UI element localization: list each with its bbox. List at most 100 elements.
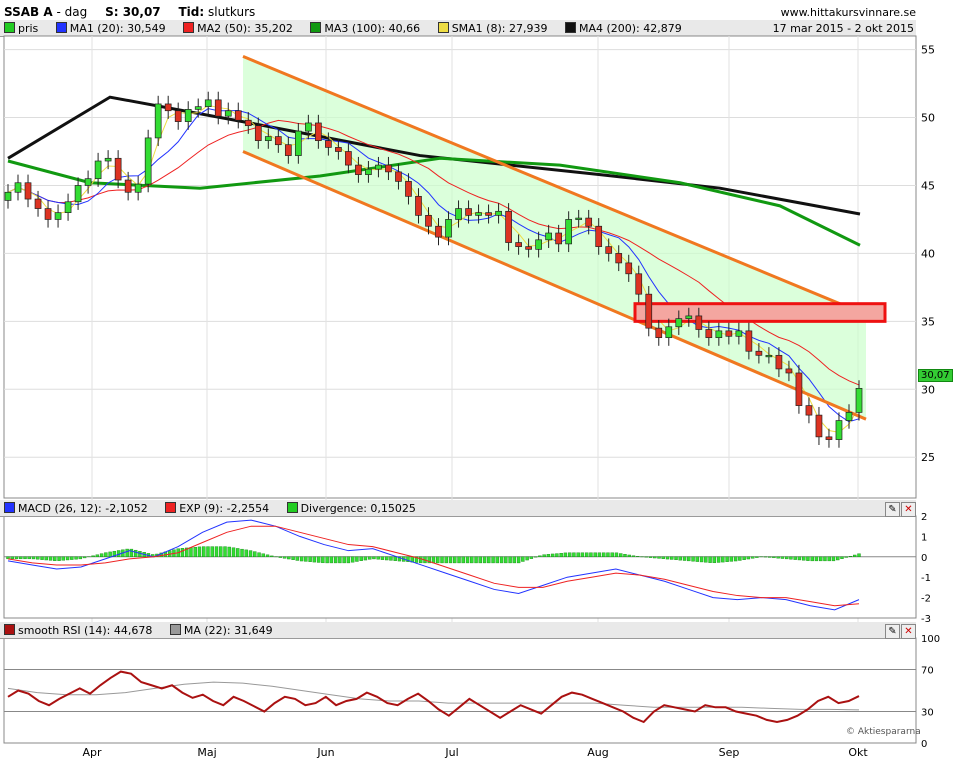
legend-swatch (55, 22, 67, 33)
macd-divergence-bar (244, 549, 248, 558)
macd-divergence-bar (780, 556, 785, 559)
rsi-close-icon[interactable]: ✕ (901, 624, 916, 639)
macd-divergence-bar (810, 556, 814, 562)
macd-divergence-bar (78, 556, 83, 560)
candle-body (264, 136, 272, 141)
legend-swatch (437, 22, 449, 33)
macd-divergence-bar (657, 556, 661, 559)
macd-divergence-bar (806, 556, 810, 561)
candle-body (164, 103, 172, 112)
macd-line (7, 519, 860, 611)
macd-divergence-bar (372, 556, 376, 560)
macd-divergence-bar (593, 552, 597, 557)
candle-body (475, 212, 482, 216)
channel-lower-line (242, 150, 867, 421)
macd-divergence-bar (295, 556, 300, 561)
macd-divergence-bar (823, 556, 827, 562)
macd-divergence-bar (278, 556, 283, 558)
rsi-y-tick: 100 (921, 634, 940, 645)
macd-divergence-bar (584, 552, 589, 557)
candle-body (114, 157, 122, 181)
macd-divergence-bar (193, 547, 197, 557)
x-tick-label: Aug (587, 746, 608, 759)
macd-divergence-bar (725, 556, 729, 562)
macd-divergence-bar (350, 556, 355, 563)
resistance-zone (633, 302, 887, 323)
macd-divergence-bar (687, 556, 691, 562)
macd-divergence-bar (482, 556, 487, 564)
rsi-settings-icon[interactable]: ✎ (885, 624, 900, 639)
macd-divergence-bar (504, 556, 508, 564)
macd-close-icon[interactable]: ✕ (901, 502, 916, 517)
macd-divergence-bar (499, 556, 504, 564)
candle-body (44, 208, 52, 220)
rsi-plot-frame (3, 637, 917, 744)
price-y-tick: 55 (921, 44, 935, 57)
candle-body (445, 219, 452, 238)
macd-divergence-bar (129, 548, 134, 557)
candle-body (104, 157, 112, 162)
candle-body (214, 99, 222, 117)
date-range: 17 mar 2015 - 2 okt 2015 (772, 22, 914, 35)
rsi-y-tick: 70 (921, 666, 934, 677)
macd-divergence-bar (65, 556, 70, 561)
macd-divergence-bar (712, 556, 717, 564)
macd-divergence-bar (376, 556, 380, 560)
candle-body (305, 122, 312, 132)
x-tick-label: Jul (444, 746, 458, 759)
legend-item: EXP (9): -2,2554 (165, 502, 269, 515)
macd-divergence-bar (14, 556, 19, 560)
candle-body (24, 182, 32, 200)
candle-body (835, 420, 843, 440)
macd-divergence-bar (831, 556, 836, 562)
candle-body (14, 182, 22, 193)
macd-divergence-bar (431, 556, 436, 564)
macd-divergence-bar (525, 556, 529, 561)
macd-divergence-bar (270, 555, 274, 558)
macd-divergence-bar (491, 556, 495, 564)
period: dag (64, 5, 88, 19)
macd-divergence-bar (61, 556, 66, 561)
candle-body (575, 217, 583, 220)
x-tick-label: Okt (848, 746, 868, 759)
candle-body (805, 405, 813, 416)
macd-divergence-bar (678, 556, 682, 561)
candle-body (485, 212, 492, 216)
macd-divergence-bar (538, 555, 542, 558)
macd-divergence-bar (27, 556, 31, 560)
macd-divergence-bar (19, 556, 23, 560)
macd-divergence-bar (495, 556, 500, 564)
watermark-icon: © (846, 727, 855, 737)
macd-divergence-bar (99, 553, 104, 558)
macd-divergence-bar (363, 556, 368, 561)
price-y-tick: 45 (921, 179, 935, 192)
candle-body (345, 151, 352, 166)
macd-divergence-bar (214, 546, 219, 557)
candle-body (395, 171, 402, 182)
macd-divergence-bar (333, 556, 338, 564)
macd-divergence-bar (695, 556, 700, 562)
candle-body (735, 330, 743, 337)
candle-body (645, 293, 653, 329)
legend-item: smooth RSI (14): 44,678 (4, 624, 152, 637)
macd-divergence-bar (631, 555, 636, 557)
macd-divergence-bar (197, 546, 202, 557)
candle-body (204, 99, 212, 108)
macd-divergence-bar (384, 556, 389, 561)
rsi-y-tick: 0 (921, 739, 927, 750)
macd-divergence-bar (589, 552, 593, 557)
candle-body (745, 330, 753, 352)
legend-swatch (169, 624, 181, 635)
legend-swatch (4, 22, 15, 33)
macd-divergence-bar (261, 553, 265, 557)
macd-divergence-bar (602, 552, 606, 557)
macd-settings-icon[interactable]: ✎ (885, 502, 900, 517)
price-tag: 30,07 (918, 369, 953, 382)
macd-divergence-bar (308, 556, 312, 562)
macd-divergence-bar (223, 546, 227, 557)
macd-divergence-bar (542, 554, 546, 558)
macd-divergence-bar (465, 556, 470, 564)
candle-body (845, 412, 853, 421)
macd-divergence-bar (644, 556, 648, 558)
macd-divergence-bar (44, 556, 48, 561)
